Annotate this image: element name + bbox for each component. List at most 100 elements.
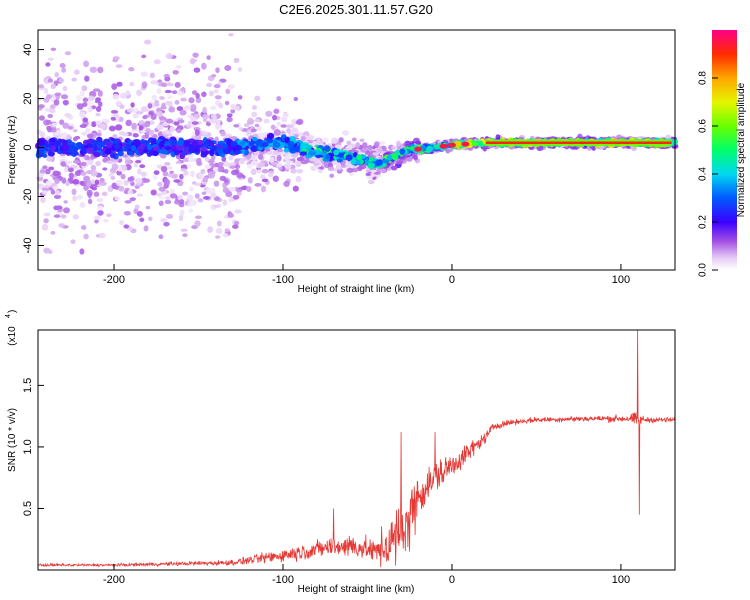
spectrogram-y-ticks: -40 -20 0 20 40 bbox=[22, 43, 44, 253]
spectrogram-scatter-point bbox=[82, 117, 88, 123]
spectrogram-scatter-point bbox=[153, 59, 161, 65]
spectrogram-scatter-point bbox=[95, 105, 102, 113]
spectrogram-scatter-point bbox=[79, 202, 86, 208]
spectrogram-scatter-point bbox=[194, 134, 202, 141]
spectrogram-ridge-point bbox=[147, 137, 154, 143]
spectrogram-scatter-point bbox=[210, 192, 217, 199]
spectrogram-scatter-point bbox=[273, 108, 280, 114]
spectrogram-scatter-point bbox=[273, 129, 281, 136]
spectrogram-scatter-point bbox=[267, 150, 275, 155]
spectrogram-scatter-point bbox=[165, 52, 173, 60]
spectrogram-scatter-point bbox=[228, 33, 234, 37]
spectrogram-scatter-point bbox=[157, 181, 163, 187]
spectrogram-scatter-point bbox=[180, 228, 188, 232]
spectrogram-scatter-point bbox=[130, 181, 135, 187]
spectrogram-scatter-point bbox=[273, 150, 279, 156]
spectrogram-scatter-point bbox=[41, 224, 49, 231]
spectrogram-scatter-point bbox=[292, 185, 299, 192]
spectrogram-ridge-point bbox=[267, 138, 273, 144]
spectrogram-ridge-point bbox=[159, 149, 168, 155]
spectrogram-scatter-point bbox=[80, 161, 87, 167]
spectrogram-scatter-point bbox=[164, 129, 170, 135]
spectrogram-ridge-point bbox=[200, 146, 208, 152]
spectrogram-scatter-point bbox=[282, 112, 289, 118]
spectrogram-scatter-point bbox=[123, 179, 129, 186]
spectrogram-scatter-point bbox=[251, 111, 258, 118]
spectrogram-scatter-point bbox=[173, 179, 181, 183]
spectrogram-scatter-point bbox=[223, 168, 229, 174]
spectrogram-scatter-point bbox=[156, 124, 164, 131]
spectrogram-ridge-point bbox=[188, 148, 196, 153]
spectrogram-scatter-point bbox=[183, 157, 190, 163]
spectrogram-scatter-point bbox=[213, 89, 219, 94]
spectrogram-scatter-point bbox=[106, 213, 112, 217]
spectrogram-scatter-point bbox=[103, 118, 110, 124]
spectrogram-scatter-point bbox=[286, 128, 291, 134]
spectrogram-scatter-point bbox=[201, 191, 207, 195]
spectrogram-scatter-point bbox=[210, 154, 216, 161]
spectrogram-scatter-point bbox=[157, 110, 163, 117]
spectrogram-scatter-point bbox=[221, 156, 227, 162]
spectrogram-scatter-point bbox=[47, 78, 54, 83]
spectrogram-scatter-point bbox=[256, 169, 262, 174]
spectrogram-ridge-point bbox=[209, 141, 215, 147]
spectrogram-scatter-point bbox=[168, 106, 176, 113]
spectrogram-scatter-point bbox=[92, 88, 101, 92]
spectrogram-scatter-point bbox=[290, 153, 299, 158]
spectrogram-scatter-point bbox=[91, 186, 98, 191]
spectrogram-scatter-point bbox=[40, 196, 46, 204]
spectrogram-scatter-point bbox=[236, 172, 244, 179]
spectrogram-scatter-point bbox=[126, 108, 135, 113]
spectrogram-scatter-point bbox=[331, 137, 339, 144]
spectrogram-ridge-point bbox=[38, 138, 46, 146]
spectrogram-scatter-point bbox=[158, 195, 165, 200]
spectrogram-ridge-point bbox=[82, 147, 88, 155]
spectrogram-scatter-point bbox=[201, 62, 207, 70]
spectrogram-scatter-point bbox=[247, 176, 253, 184]
colorbar-gradient bbox=[712, 30, 737, 270]
spectrogram-scatter-point bbox=[254, 95, 261, 102]
spectrogram-scatter-point bbox=[47, 57, 54, 61]
spectrogram-scatter-point bbox=[129, 81, 135, 87]
spectrogram-scatter-point bbox=[286, 160, 294, 164]
spectrogram-scatter-point bbox=[79, 90, 85, 97]
spectrogram-scatter-point bbox=[128, 67, 135, 72]
spectrogram-scatter-point bbox=[186, 114, 194, 119]
spectrogram-ridge-point bbox=[306, 145, 312, 152]
spectrogram-scatter-point bbox=[62, 122, 70, 129]
spectrogram-scatter-point bbox=[137, 168, 142, 175]
spectrogram-ridge-point bbox=[153, 145, 159, 151]
spectrogram-scatter-point bbox=[64, 112, 72, 118]
spectrogram-scatter-point bbox=[38, 115, 45, 121]
spectrogram-scatter-point bbox=[254, 183, 262, 187]
spectrogram-ridge-point bbox=[68, 147, 76, 154]
spectrogram-scatter-point bbox=[140, 106, 148, 113]
spectrogram-scatter-point bbox=[110, 167, 117, 174]
spectrogram-ridge-point bbox=[153, 150, 159, 156]
spectrogram-scatter-point bbox=[115, 124, 123, 131]
spectrogram-scatter-point bbox=[158, 200, 164, 207]
spectrogram-scatter-point bbox=[300, 135, 306, 141]
spectrogram-ridge-point bbox=[300, 142, 308, 150]
spectrogram-scatter-point bbox=[54, 71, 60, 78]
spectrogram-ridge-point bbox=[125, 143, 131, 150]
spectrogram-ridge-point bbox=[386, 154, 393, 161]
spectrogram-scatter-point bbox=[169, 193, 178, 199]
spectrogram-scatter-point bbox=[182, 233, 188, 238]
spectrogram-scatter-point bbox=[148, 110, 154, 116]
spectrogram-scatter-point bbox=[201, 130, 207, 135]
spectrogram-scatter-point bbox=[97, 90, 103, 97]
snr-background bbox=[38, 330, 675, 570]
spectrogram-scatter-point bbox=[110, 116, 117, 121]
spectrogram-ridge-point bbox=[345, 154, 353, 161]
spectrogram-ridge-point bbox=[272, 142, 281, 148]
spectrogram-scatter-point bbox=[58, 223, 65, 228]
spectrogram-scatter-point bbox=[49, 104, 56, 110]
spectrogram-scatter-point bbox=[307, 134, 315, 141]
spectrogram-scatter-point bbox=[87, 100, 94, 107]
spectrogram-scatter-point bbox=[52, 170, 60, 177]
spectrogram-scatter-point bbox=[62, 99, 69, 106]
spectrogram-scatter-point bbox=[202, 114, 210, 120]
spectrogram-scatter-point bbox=[367, 179, 375, 185]
spectrogram-ridge-point bbox=[96, 136, 103, 143]
